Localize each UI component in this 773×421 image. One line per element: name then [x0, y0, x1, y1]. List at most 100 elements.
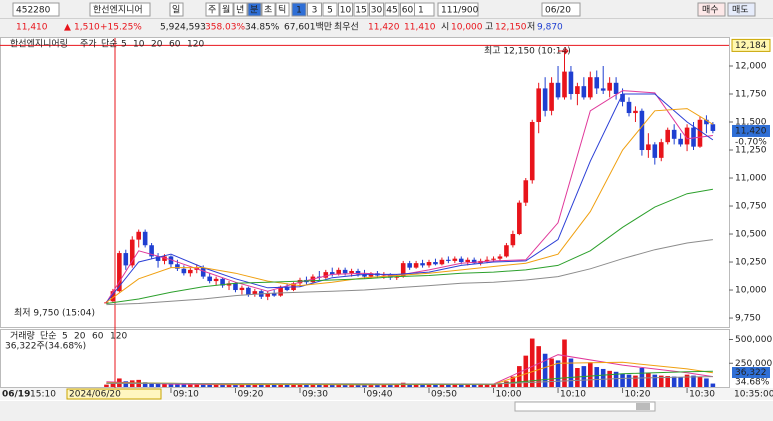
volume-bar: [542, 353, 548, 387]
volume-bar: [446, 384, 451, 387]
legend-entry: 5: [121, 40, 127, 50]
period-button[interactable]: [205, 2, 220, 17]
candle-body: [562, 71, 567, 98]
minute-label: 30: [371, 6, 383, 16]
period-button[interactable]: [233, 2, 248, 17]
scrollbar[interactable]: [514, 401, 656, 412]
candle-body: [162, 256, 167, 261]
minute-button[interactable]: [338, 2, 353, 17]
minute-button[interactable]: [291, 2, 307, 17]
candle-body: [510, 234, 516, 246]
candle-body: [504, 245, 509, 257]
period-button[interactable]: [169, 2, 184, 17]
volume-last-box: [732, 367, 770, 378]
candle-body: [639, 110, 645, 151]
candle-body: [452, 258, 458, 261]
ask: 11,420: [368, 23, 400, 33]
candle-body: [394, 276, 400, 278]
volume-bar: [271, 384, 277, 387]
candle-body: [329, 272, 335, 275]
candle-body: [129, 239, 135, 266]
volume-bar: [594, 367, 600, 387]
candle-body: [484, 259, 490, 261]
unit-select[interactable]: [413, 2, 435, 17]
unit: 1: [418, 6, 424, 16]
candle-body: [523, 180, 529, 203]
candle-body: [671, 129, 677, 139]
y-tick-label: 9,750: [735, 314, 761, 324]
candle-body: [233, 283, 238, 291]
minute-button[interactable]: [400, 2, 415, 17]
vol-rate: 358.03%: [205, 23, 245, 33]
candle-body: [697, 119, 703, 147]
code-input[interactable]: [12, 2, 60, 17]
candle-body: [362, 274, 367, 277]
name-box[interactable]: [89, 2, 151, 17]
candle-body: [439, 259, 445, 265]
minute-button[interactable]: [353, 2, 369, 17]
volume-bar: [194, 384, 200, 387]
buy-button[interactable]: [697, 2, 726, 17]
date-marker: [66, 388, 162, 400]
period-button[interactable]: [275, 2, 290, 17]
candle-body: [136, 231, 142, 240]
minute-label: 15: [355, 6, 366, 16]
candle-body: [536, 88, 541, 123]
code: 452280: [16, 6, 51, 16]
volume-bar: [104, 384, 109, 387]
volume-last: 36,322: [735, 368, 767, 378]
candle-body: [155, 256, 161, 261]
volume-bar: [555, 360, 561, 387]
candle-body: [278, 286, 283, 296]
volume-bar: [491, 384, 496, 387]
high-annotation: 최고 12,150 (10:14): [484, 46, 571, 57]
y-tick-label: 10,500: [735, 230, 767, 240]
volume-bar: [697, 376, 703, 387]
candle-body: [175, 264, 180, 269]
candle-body: [400, 263, 406, 277]
candle-body: [142, 231, 148, 246]
candle-body: [458, 258, 464, 263]
sell-button[interactable]: [727, 2, 756, 17]
date: 06/20: [545, 6, 571, 16]
ma-line: [105, 90, 713, 303]
date-box[interactable]: [541, 2, 581, 17]
candle-body: [252, 291, 258, 295]
candle-body: [149, 245, 154, 257]
x-tick-label: 10:20: [625, 390, 651, 400]
scroll-thumb[interactable]: [636, 403, 650, 410]
y-tick-label: 11,000: [735, 174, 767, 184]
candle-body: [207, 276, 212, 282]
candle-body: [491, 258, 496, 260]
volume-bar: [323, 384, 329, 387]
buy: 매수: [702, 5, 719, 16]
candle-body: [633, 110, 638, 114]
volume-bar: [258, 384, 264, 387]
candle-body: [284, 286, 290, 291]
count-box[interactable]: [437, 2, 479, 17]
volume-bar: [226, 384, 232, 387]
period-button[interactable]: [219, 2, 234, 17]
x-tick-label: 09:50: [431, 390, 457, 400]
volume-bar: [349, 384, 354, 387]
y-tick-label: 10,000: [735, 286, 767, 296]
volume-bar: [407, 384, 412, 387]
minute-button[interactable]: [369, 2, 384, 17]
minute-button[interactable]: [384, 2, 400, 17]
volume-bar: [613, 371, 619, 387]
high-arrow: [558, 47, 569, 55]
volume-bar: [523, 355, 529, 387]
period-button[interactable]: [261, 2, 276, 17]
volume-bar: [678, 377, 683, 387]
bid: 11,410: [404, 23, 436, 33]
minute-button[interactable]: [307, 2, 322, 17]
minute-button[interactable]: [322, 2, 338, 17]
candle-body: [620, 94, 625, 102]
candle-body: [355, 270, 361, 275]
turnover: 34.85%: [245, 23, 280, 33]
period-label: 주: [208, 5, 216, 16]
x-tick-label: 09:10: [173, 390, 199, 400]
period-button[interactable]: [247, 2, 262, 17]
candle-body: [575, 86, 580, 95]
volume-bar: [220, 384, 225, 387]
